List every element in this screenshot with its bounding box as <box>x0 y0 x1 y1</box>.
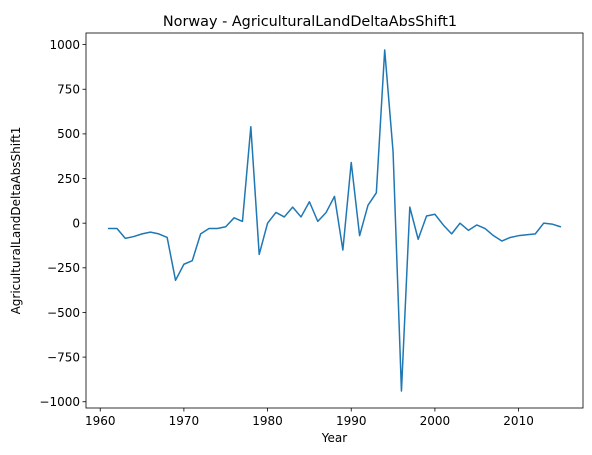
plot-frame <box>85 32 584 409</box>
y-tick-label: −750 <box>47 350 80 364</box>
x-tick-label: 2010 <box>503 414 534 428</box>
x-axis-ticks: 1960 1970 1980 1990 2000 2010 <box>85 408 534 428</box>
y-axis-ticks: −1000 −750 −500 −250 0 250 500 750 1000 <box>39 38 86 409</box>
x-tick-label: 1970 <box>169 414 200 428</box>
y-tick-label: 0 <box>72 216 80 230</box>
y-tick-label: 250 <box>57 172 80 186</box>
y-tick-label: −250 <box>47 261 80 275</box>
y-tick-label: −1000 <box>39 395 80 409</box>
x-tick-label: 2000 <box>420 414 451 428</box>
chart-title: Norway - AgriculturalLandDeltaAbsShift1 <box>163 14 457 30</box>
y-tick-label: 500 <box>57 127 80 141</box>
x-axis-label: Year <box>321 431 347 445</box>
y-tick-label: 1000 <box>49 38 80 52</box>
y-tick-label: 750 <box>57 83 80 97</box>
x-tick-label: 1960 <box>85 414 116 428</box>
series-line <box>107 49 562 392</box>
x-tick-label: 1990 <box>336 414 367 428</box>
y-axis-label: AgriculturalLandDeltaAbsShift1 <box>9 127 23 315</box>
y-tick-label: −500 <box>47 306 80 320</box>
x-tick-label: 1980 <box>252 414 283 428</box>
